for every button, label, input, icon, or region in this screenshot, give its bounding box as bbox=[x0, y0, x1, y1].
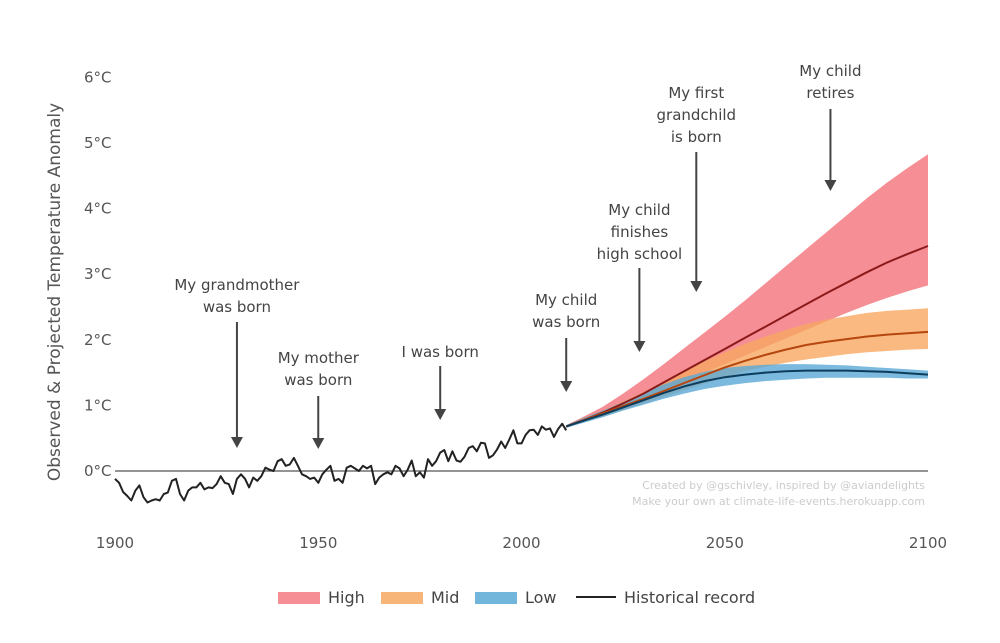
historical-record-line bbox=[114, 422, 568, 504]
legend-item: Historical record bbox=[576, 588, 755, 607]
legend-swatch bbox=[475, 592, 517, 604]
x-axis: 1900 1950 2000 2050 2100 bbox=[96, 534, 947, 552]
legend-label: Mid bbox=[431, 588, 459, 607]
annotation-text: My child bbox=[799, 62, 861, 80]
annotation-text: was born bbox=[203, 298, 271, 316]
legend-item: Mid bbox=[381, 588, 459, 607]
annotation: My grandmother was born bbox=[174, 276, 300, 448]
annotation-arrow-head bbox=[230, 437, 243, 448]
legend-item: High bbox=[278, 588, 365, 607]
historical-line bbox=[114, 422, 568, 504]
y-tick-label: 6°C bbox=[84, 68, 112, 86]
legend-label: High bbox=[328, 588, 365, 607]
annotation: My child retires bbox=[799, 62, 862, 191]
annotation-arrow-head bbox=[824, 180, 837, 191]
x-tick-label: 2100 bbox=[909, 534, 947, 552]
legend-label: Historical record bbox=[624, 588, 755, 607]
annotation-text: My first bbox=[668, 84, 724, 102]
annotation-text: My child bbox=[608, 201, 670, 219]
x-tick-label: 2050 bbox=[706, 534, 744, 552]
annotation-text: My grandmother bbox=[174, 276, 300, 294]
x-tick-label: 2000 bbox=[502, 534, 540, 552]
life-event-annotations: My grandmother was born My mother was born I… bbox=[174, 62, 862, 449]
annotation-text: is born bbox=[671, 128, 722, 146]
median-line-low bbox=[565, 369, 929, 428]
annotation-arrow-head bbox=[633, 341, 646, 352]
y-tick-label: 0°C bbox=[84, 462, 112, 480]
annotation-text: retires bbox=[806, 84, 854, 102]
annotation-arrow-head bbox=[690, 281, 703, 292]
annotation-text: was born bbox=[532, 313, 600, 331]
x-tick-label: 1900 bbox=[96, 534, 134, 552]
y-tick-label: 4°C bbox=[84, 200, 112, 218]
y-tick-label: 5°C bbox=[84, 134, 112, 152]
annotation-text: My mother bbox=[278, 349, 360, 367]
projection-medians bbox=[565, 245, 929, 428]
legend-label: Low bbox=[525, 588, 557, 607]
credits: Created by @gschivley, inspired by @avia… bbox=[632, 479, 925, 508]
legend-item: Low bbox=[475, 588, 557, 607]
annotation: My child finishes high school bbox=[597, 201, 683, 352]
annotation-text: I was born bbox=[402, 343, 479, 361]
legend: High Mid Low Historical record bbox=[278, 588, 755, 607]
legend-swatch bbox=[278, 592, 320, 604]
y-tick-label: 1°C bbox=[84, 396, 112, 414]
y-axis: 0°C 1°C 2°C 3°C 4°C 5°C 6°C bbox=[84, 68, 112, 480]
annotation-text: grandchild bbox=[657, 106, 737, 124]
annotation: My mother was born bbox=[278, 349, 360, 449]
annotation-arrow-head bbox=[312, 438, 325, 449]
annotation: My first grandchild is born bbox=[657, 84, 737, 292]
legend-swatch bbox=[381, 592, 423, 604]
median-line-mid bbox=[565, 330, 929, 428]
y-axis-title: Observed & Projected Temperature Anomaly bbox=[45, 103, 65, 481]
annotation-text: finishes bbox=[611, 223, 669, 241]
annotation-text: high school bbox=[597, 245, 683, 263]
y-tick-label: 2°C bbox=[84, 331, 112, 349]
annotation-arrow-head bbox=[560, 381, 573, 392]
annotation-text: was born bbox=[284, 371, 352, 389]
annotation: I was born bbox=[402, 343, 479, 420]
median-line-high bbox=[565, 245, 929, 428]
projection-bands bbox=[566, 154, 928, 428]
credit-text: Created by @gschivley, inspired by @avia… bbox=[642, 479, 925, 492]
y-tick-label: 3°C bbox=[84, 265, 112, 283]
credit-text: Make your own at climate-life-events.her… bbox=[632, 495, 925, 508]
annotation: My child was born bbox=[532, 291, 600, 392]
x-tick-label: 1950 bbox=[299, 534, 337, 552]
band-high bbox=[566, 154, 928, 428]
annotation-arrow-head bbox=[434, 409, 447, 420]
annotation-text: My child bbox=[535, 291, 597, 309]
